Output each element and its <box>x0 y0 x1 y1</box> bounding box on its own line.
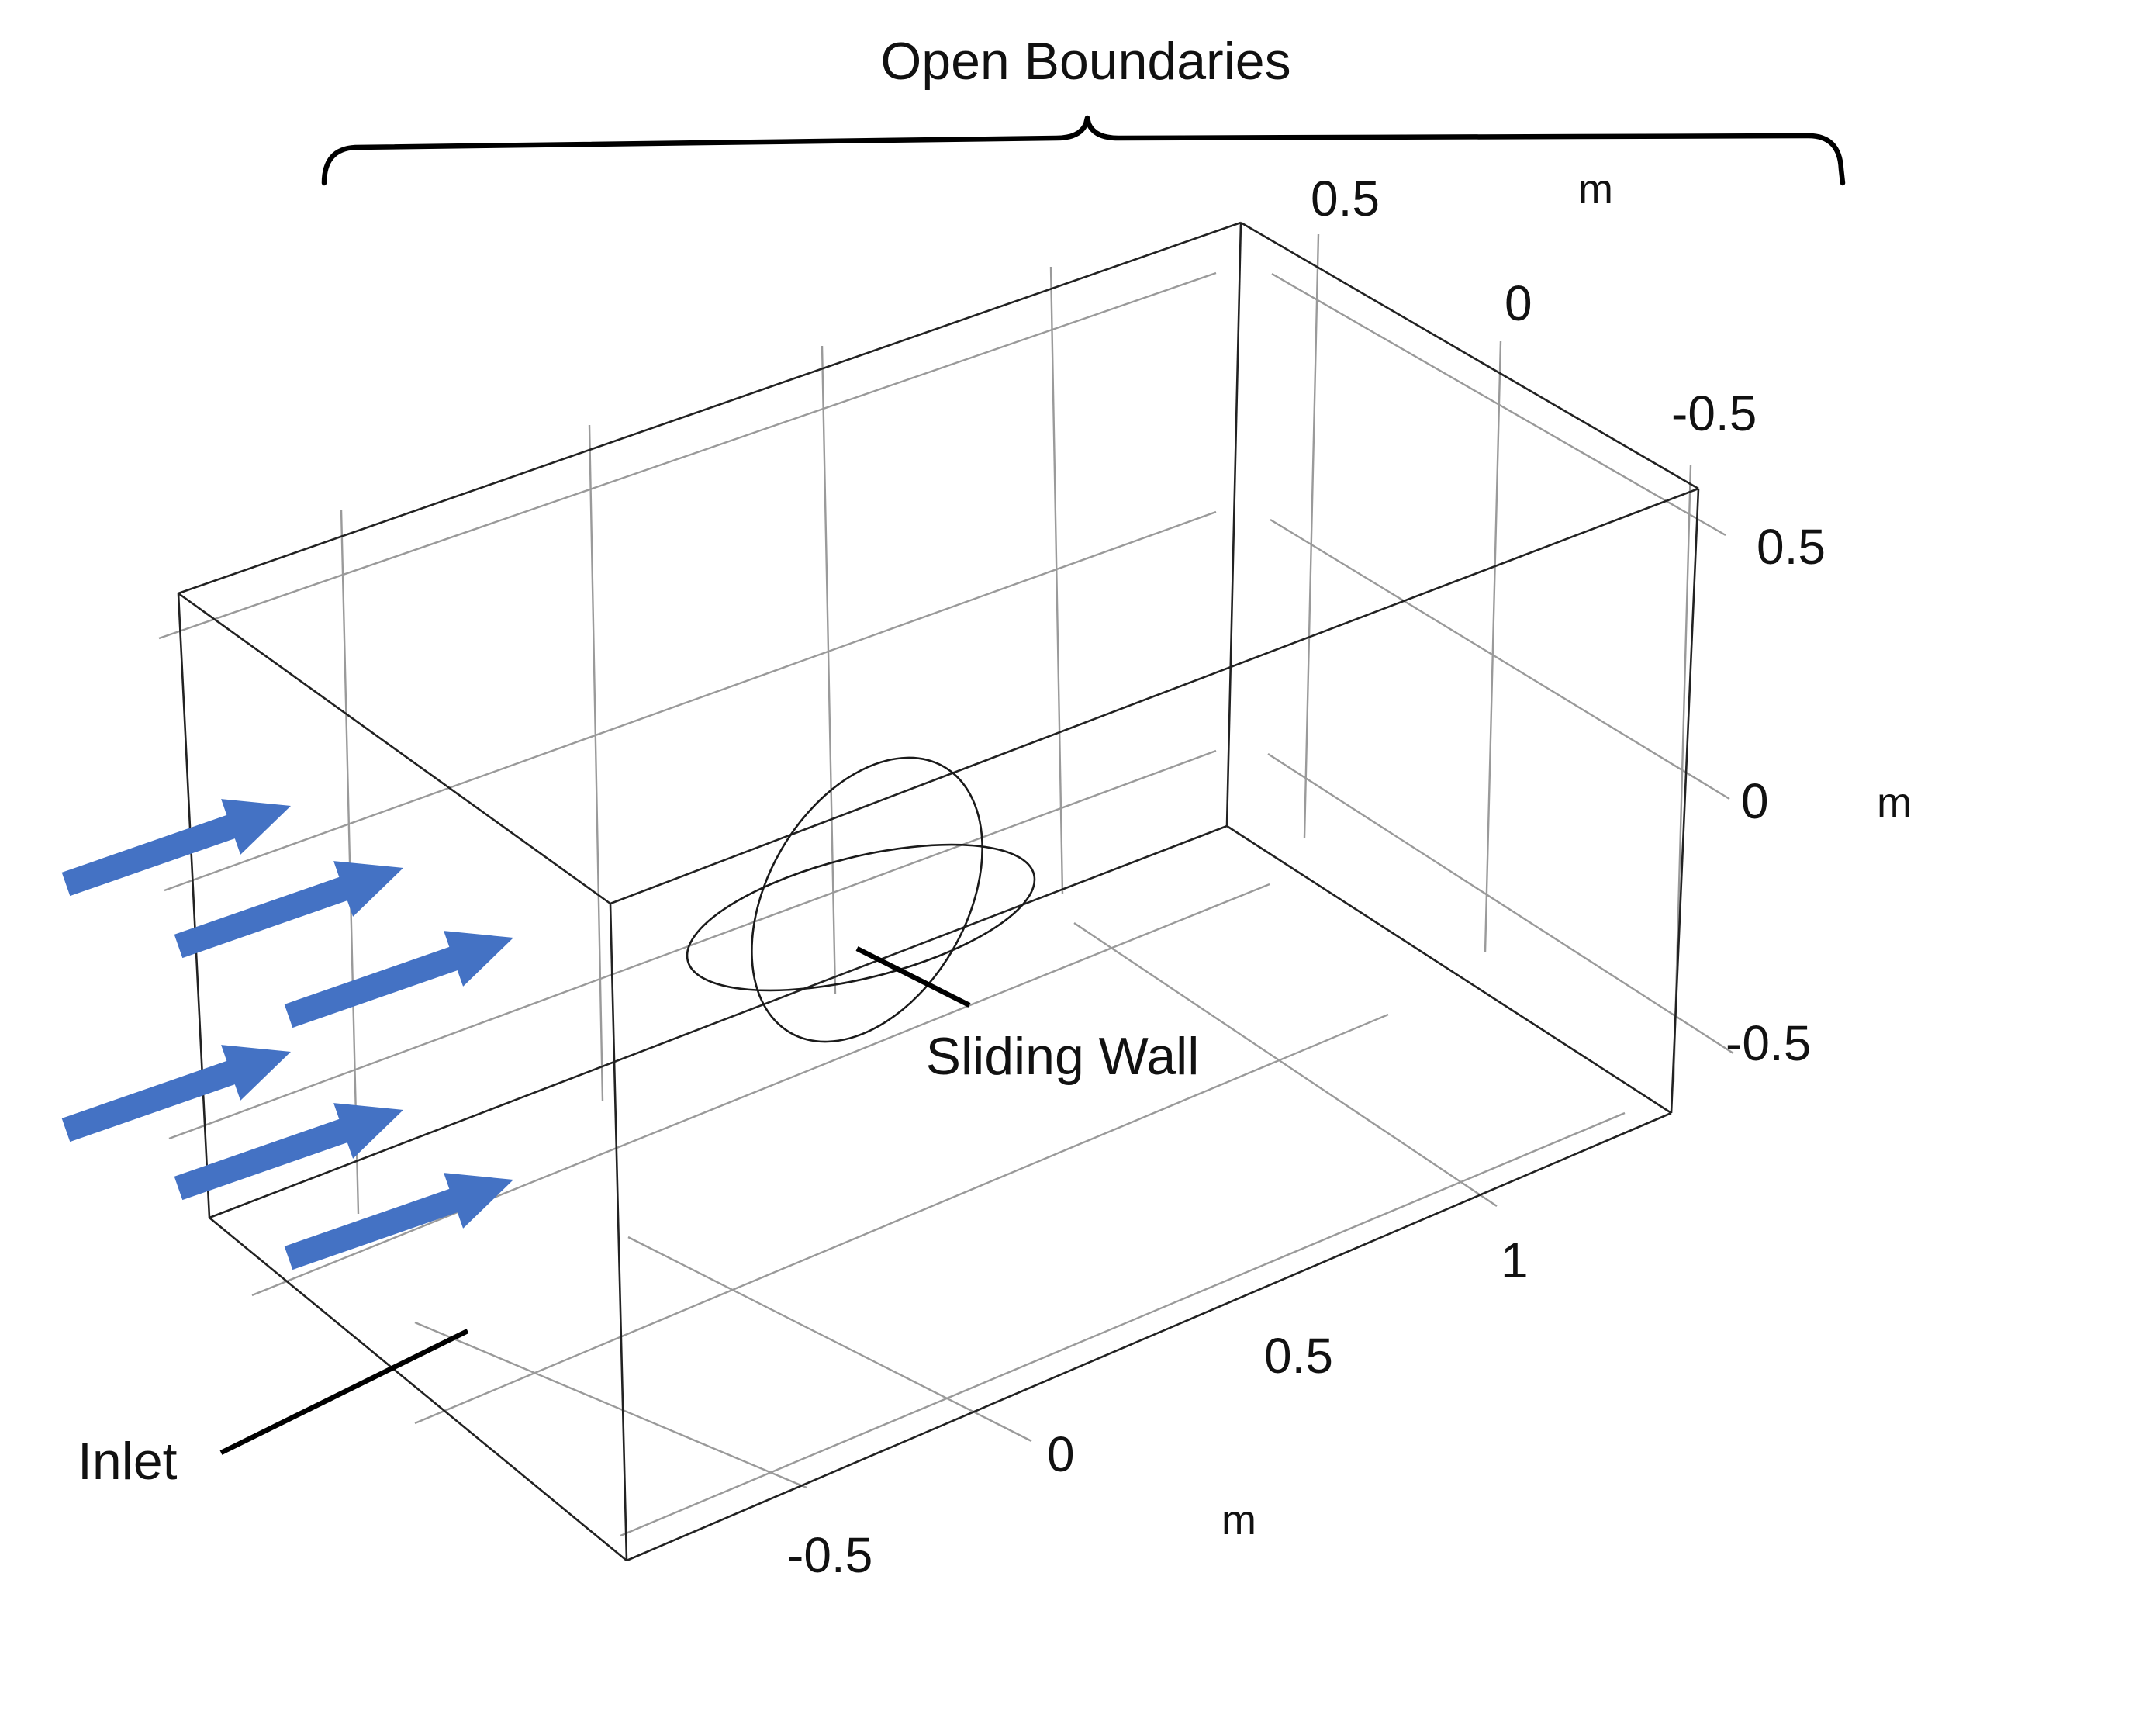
right-tick-label: 0 <box>1741 773 1769 829</box>
box-edge <box>209 824 1228 1219</box>
inlet-flow-arrow <box>174 861 403 959</box>
inlet-flow-arrow <box>61 799 291 897</box>
grid-line <box>1049 266 1064 894</box>
grid-line <box>414 1013 1389 1425</box>
right-axis-unit: m <box>1877 779 1912 826</box>
box-edge <box>610 487 1699 905</box>
sliding-wall-leader <box>855 946 971 1008</box>
grid-line <box>414 1321 807 1489</box>
bottom-tick-label: -0.5 <box>787 1527 872 1583</box>
grid-line <box>620 1111 1626 1537</box>
inlet-arrows <box>61 799 513 1270</box>
grid-line <box>1303 233 1320 838</box>
grid-line <box>821 345 837 995</box>
box-edge <box>1226 824 1672 1115</box>
bottom-tick-label: 0 <box>1047 1426 1075 1482</box>
top-tick-label: -0.5 <box>1671 385 1757 441</box>
grid-line <box>1484 340 1502 953</box>
bottom-tick-label: 1 <box>1501 1232 1529 1288</box>
bottom-tick-label: 0.5 <box>1264 1328 1333 1384</box>
sliding-wall-ring-horizontal <box>686 843 1036 992</box>
box-edge <box>1225 222 1242 827</box>
top-axis-unit: m <box>1578 166 1613 213</box>
grid-line <box>168 749 1217 1140</box>
inlet-flow-arrow <box>61 1045 291 1142</box>
grid-line <box>340 509 360 1215</box>
inlet-flow-arrow <box>284 1173 513 1270</box>
open-boundaries-label: Open Boundaries <box>880 32 1290 91</box>
grid-line <box>164 510 1217 892</box>
grid-line <box>158 271 1217 640</box>
grid-lines <box>158 233 1734 1537</box>
box-edge <box>626 1111 1672 1562</box>
box-edge <box>209 1216 627 1562</box>
inlet-flow-arrow <box>284 931 513 1028</box>
sliding-wall-geometry <box>686 756 1036 1043</box>
sliding-wall-label: Sliding Wall <box>926 1027 1200 1086</box>
top-tick-label: 0.5 <box>1311 171 1380 226</box>
grid-line <box>1267 752 1734 1055</box>
right-tick-label: -0.5 <box>1726 1015 1811 1071</box>
box-edge <box>178 592 611 905</box>
box-edge <box>178 221 1242 595</box>
open-boundaries-brace <box>321 115 1846 186</box>
grid-line <box>588 424 604 1102</box>
grid-line <box>1073 922 1498 1207</box>
inlet-leader <box>219 1329 469 1455</box>
inlet-flow-arrow <box>174 1103 403 1201</box>
grid-line <box>1271 272 1726 537</box>
box-edge <box>609 903 628 1561</box>
grid-line <box>627 1236 1032 1443</box>
box-edge <box>1240 221 1699 490</box>
box-edge <box>1670 488 1700 1114</box>
grid-line <box>1270 518 1730 800</box>
right-tick-label: 0.5 <box>1757 519 1826 575</box>
top-tick-label: 0 <box>1505 275 1532 331</box>
box-edge <box>177 593 211 1218</box>
inlet-label: Inlet <box>78 1432 178 1491</box>
grid-line <box>251 883 1270 1297</box>
bottom-axis-unit: m <box>1221 1497 1256 1543</box>
sliding-wall-ring-vertical <box>751 756 983 1043</box>
